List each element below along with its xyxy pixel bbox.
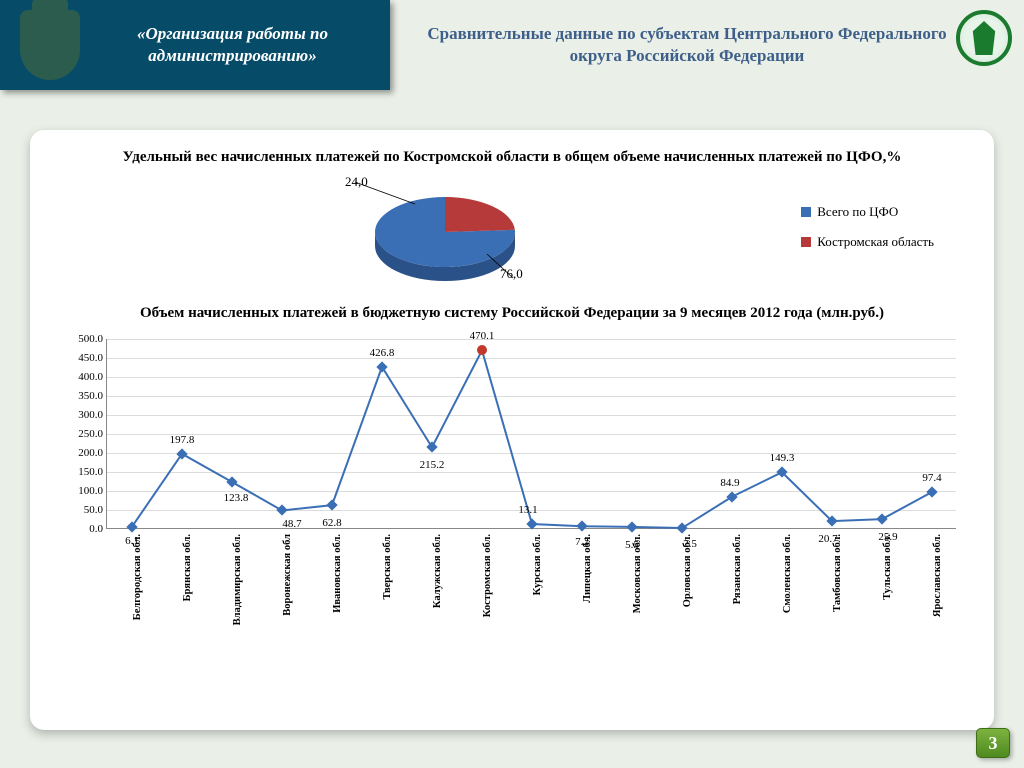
value-label: 426.8 — [370, 347, 395, 359]
value-label: 97.4 — [922, 472, 941, 484]
y-tick-label: 350.0 — [63, 390, 103, 402]
legend-swatch-0 — [801, 207, 811, 217]
y-tick-label: 200.0 — [63, 447, 103, 459]
x-tick-label: Белгородская обл. — [132, 534, 143, 654]
value-label: 13.1 — [518, 504, 537, 516]
value-label: 470.1 — [470, 330, 495, 342]
page-number-badge: 3 — [976, 728, 1010, 758]
pie-slice-label-1: 24,0 — [345, 174, 368, 190]
value-label: 48.7 — [282, 518, 301, 530]
x-tick-label: Орловская обл. — [682, 534, 693, 654]
x-tick-label: Брянская обл. — [182, 534, 193, 654]
header-right: Сравнительные данные по субъектам Центра… — [390, 0, 1024, 90]
y-tick-label: 250.0 — [63, 428, 103, 440]
line-title: Объем начисленных платежей в бюджетную с… — [60, 304, 964, 324]
x-tick-label: Рязанская обл. — [732, 534, 743, 654]
x-tick-label: Калужская обл. — [432, 534, 443, 654]
x-tick-label: Ивановская обл. — [332, 534, 343, 654]
legend-row-0: Всего по ЦФО — [801, 204, 934, 220]
seal-icon — [956, 10, 1012, 66]
x-tick-label: Тверская обл. — [382, 534, 393, 654]
line-plot: 0.050.0100.0150.0200.0250.0300.0350.0400… — [106, 339, 956, 529]
y-tick-label: 50.0 — [63, 504, 103, 516]
header: «Организация работы по администрированию… — [0, 0, 1024, 90]
value-label: 149.3 — [770, 452, 795, 464]
pie-slice-label-0: 76,0 — [500, 266, 523, 282]
y-tick-label: 100.0 — [63, 485, 103, 497]
x-tick-label: Липецкая обл. — [582, 534, 593, 654]
legend-row-1: Костромская область — [801, 234, 934, 250]
x-tick-label: Владимирская обл. — [232, 534, 243, 654]
x-tick-label: Смоленская обл. — [782, 534, 793, 654]
line-marker-highlight — [477, 345, 487, 355]
x-tick-label: Костромская обл. — [482, 534, 493, 654]
value-label: 197.8 — [170, 434, 195, 446]
seal-tree-icon — [970, 21, 998, 55]
legend-label-1: Костромская область — [817, 234, 934, 250]
line-chart: 0.0 50.0 100.0 150.0 200.0 250.0 300.0 350.0 400… — [60, 331, 964, 661]
x-tick-label: Воронежская обл — [282, 534, 293, 654]
pie-title: Удельный вес начисленных платежей по Кос… — [60, 148, 964, 168]
value-label: 215.2 — [420, 459, 445, 471]
value-label: 84.9 — [720, 477, 739, 489]
x-tick-label: Курская обл. — [532, 534, 543, 654]
value-label: 123.8 — [224, 492, 249, 504]
y-tick-label: 450.0 — [63, 352, 103, 364]
header-right-title: Сравнительные данные по субъектам Центра… — [420, 23, 954, 67]
y-tick-label: 500.0 — [63, 333, 103, 345]
x-tick-label: Ярославская обл. — [932, 534, 943, 654]
value-label: 62.8 — [322, 517, 341, 529]
pie-chart: 24,0 76,0 Всего по ЦФО Костромская облас… — [60, 174, 964, 294]
y-tick-label: 150.0 — [63, 466, 103, 478]
legend-swatch-1 — [801, 237, 811, 247]
content-panel: Удельный вес начисленных платежей по Кос… — [30, 130, 994, 730]
pie-legend: Всего по ЦФО Костромская область — [801, 204, 934, 264]
x-tick-label: Тульская обл. — [882, 534, 893, 654]
y-tick-label: 0.0 — [63, 523, 103, 535]
x-tick-label: Тамбовская обл. — [832, 534, 843, 654]
x-tick-label: Московская обл. — [632, 534, 643, 654]
header-left-title: «Организация работы по администрированию… — [95, 23, 390, 67]
header-left: «Организация работы по администрированию… — [0, 0, 390, 90]
legend-label-0: Всего по ЦФО — [817, 204, 898, 220]
crest-icon — [20, 10, 80, 80]
y-tick-label: 300.0 — [63, 409, 103, 421]
y-tick-label: 400.0 — [63, 371, 103, 383]
